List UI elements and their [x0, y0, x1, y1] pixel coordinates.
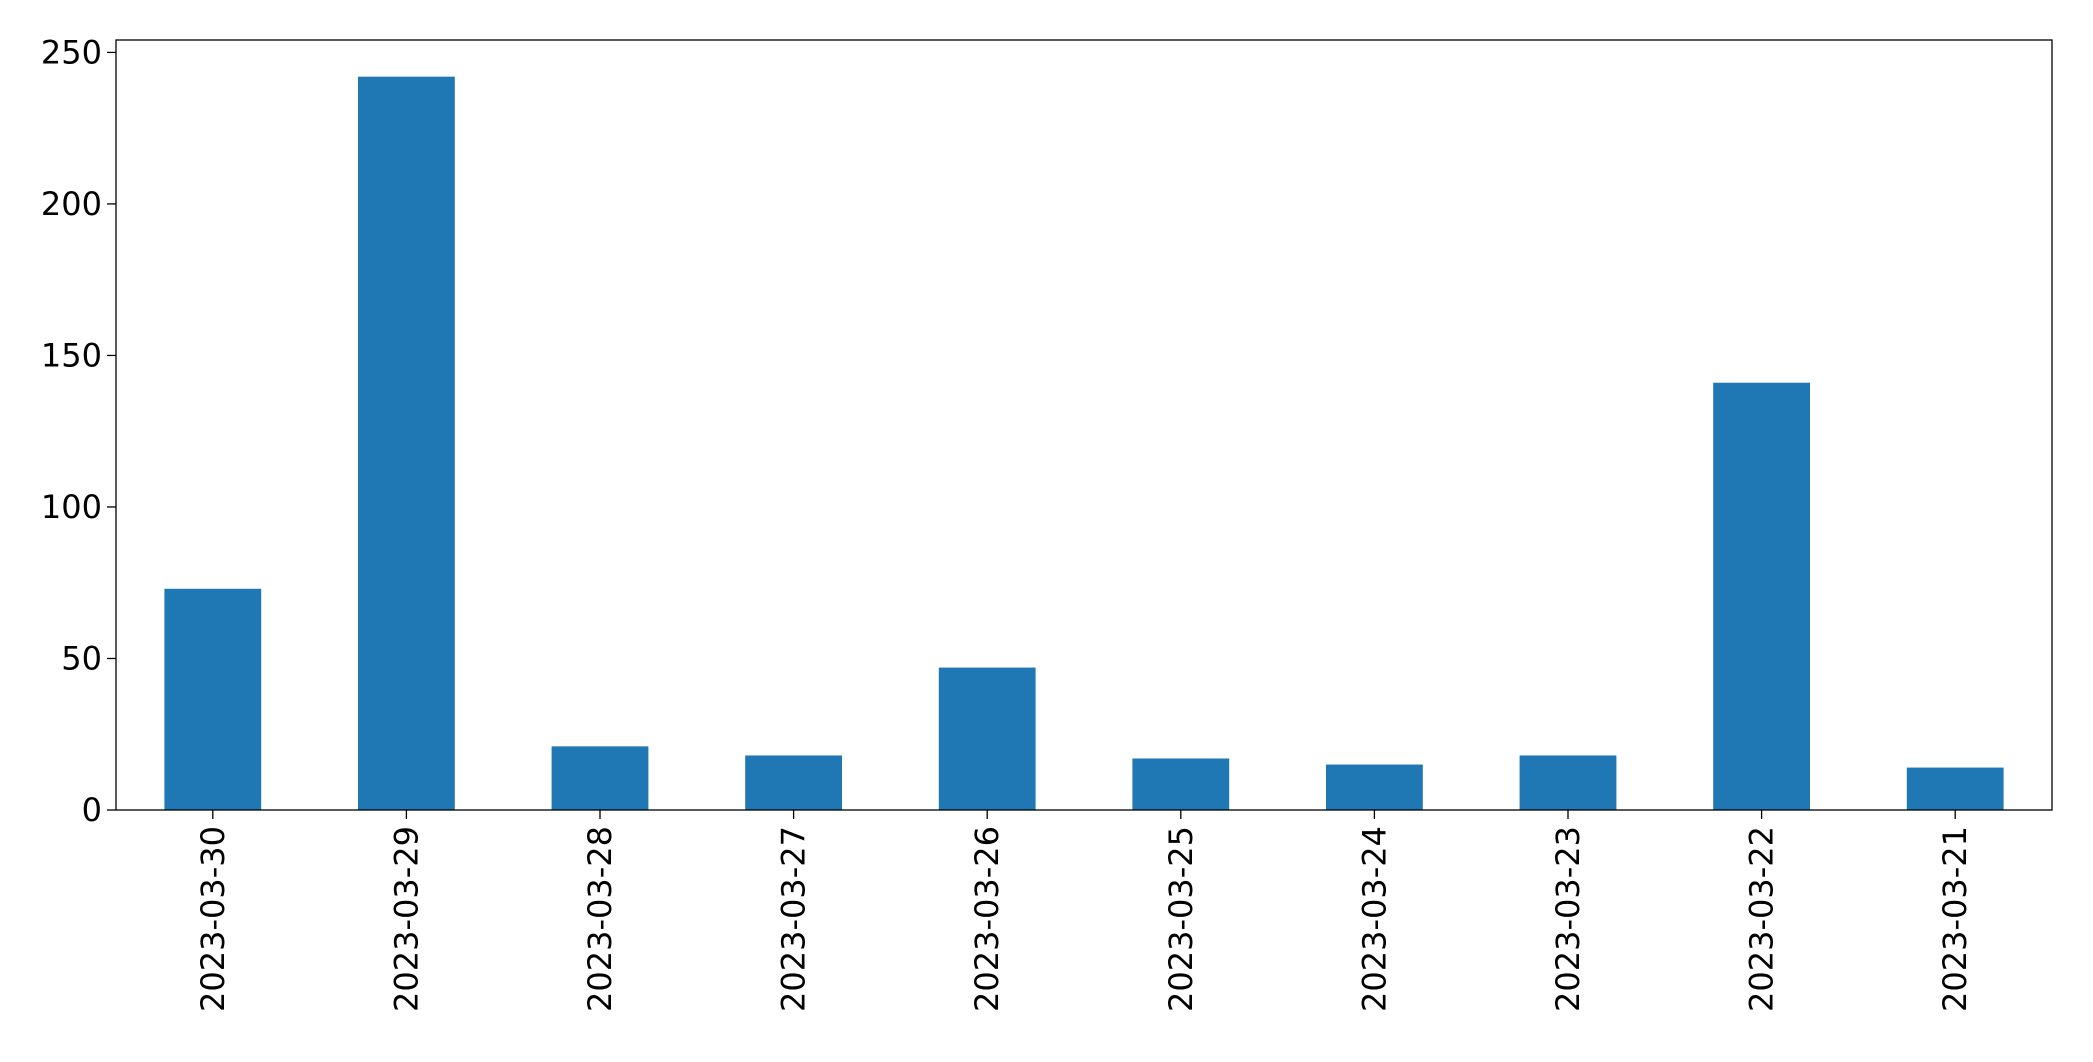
bar [164, 588, 262, 810]
bar [745, 755, 842, 810]
bar [358, 76, 455, 810]
x-tick-label: 2023-03-24 [1355, 826, 1393, 1012]
y-tick-label: 200 [41, 185, 102, 223]
x-tick-label: 2023-03-30 [194, 826, 232, 1012]
bar [1906, 767, 2004, 810]
x-tick-label: 2023-03-29 [387, 826, 425, 1012]
x-tick-label: 2023-03-23 [1549, 826, 1587, 1012]
y-tick-label: 100 [41, 488, 102, 526]
x-tick-label: 2023-03-26 [968, 826, 1006, 1012]
x-tick-label: 2023-03-28 [581, 826, 619, 1012]
y-tick-label: 250 [41, 33, 102, 71]
bar [551, 746, 649, 810]
plot-frame [115, 39, 2053, 811]
x-tick-label: 2023-03-21 [1936, 826, 1974, 1012]
x-tick-label: 2023-03-27 [775, 826, 813, 1012]
bar [1132, 758, 1230, 810]
y-tick-label: 50 [61, 639, 102, 677]
bar [1326, 764, 1423, 810]
bar [1519, 755, 1617, 810]
x-tick-label: 2023-03-25 [1162, 826, 1200, 1012]
y-tick-label: 0 [82, 791, 102, 829]
bar [1713, 382, 1810, 810]
x-tick-label: 2023-03-22 [1743, 826, 1781, 1012]
y-tick-label: 150 [41, 336, 102, 374]
bar [938, 667, 1036, 810]
